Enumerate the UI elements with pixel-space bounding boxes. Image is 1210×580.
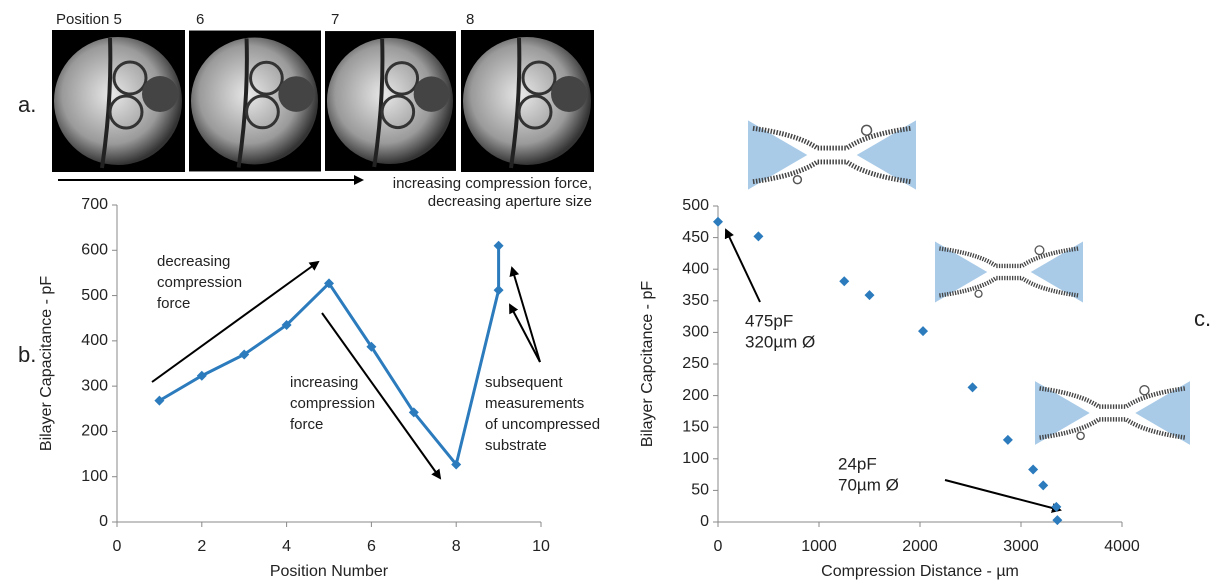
- y-tick-label: 700: [81, 196, 108, 213]
- data-point: [366, 341, 377, 352]
- photo-label: 6: [196, 11, 204, 28]
- data-point: [1051, 501, 1062, 512]
- photo: [52, 30, 185, 172]
- caption: decreasing aperture size: [428, 193, 592, 210]
- data-point: [753, 231, 764, 242]
- arrow: [321, 312, 442, 480]
- y-tick-label: 400: [81, 332, 108, 349]
- arrow: [944, 479, 1062, 513]
- y-tick-label: 100: [682, 450, 709, 467]
- y-tick-label: 500: [682, 197, 709, 214]
- annotation: 70µm Ø: [838, 475, 899, 494]
- y-tick-label: 100: [81, 468, 108, 485]
- y-tick-label: 250: [682, 355, 709, 372]
- data-point: [239, 349, 250, 360]
- x-tick-label: 1000: [801, 538, 837, 555]
- data-point: [713, 216, 723, 227]
- annotation: decreasing: [157, 253, 230, 270]
- x-axis-label: Position Number: [270, 563, 389, 580]
- panel-label: b.: [18, 342, 36, 367]
- data-point: [1002, 434, 1013, 445]
- data-point: [1052, 515, 1063, 526]
- y-tick-label: 400: [682, 260, 709, 277]
- data-point: [451, 459, 462, 470]
- y-tick-label: 50: [691, 482, 709, 499]
- x-tick-label: 0: [113, 538, 122, 555]
- x-tick-label: 3000: [1003, 538, 1039, 555]
- arrow: [151, 260, 320, 383]
- annotation: compression: [290, 395, 375, 412]
- photo-label: 8: [466, 11, 474, 28]
- x-tick-label: 8: [452, 538, 461, 555]
- y-tick-label: 450: [682, 229, 709, 246]
- annotation: of uncompressed: [485, 416, 600, 433]
- x-tick-label: 10: [532, 538, 550, 555]
- data-point: [1028, 464, 1039, 475]
- annotation: subsequent: [485, 374, 563, 391]
- data-point: [864, 290, 875, 301]
- data-point: [1038, 480, 1049, 491]
- photo: [325, 30, 456, 172]
- data-point: [281, 320, 292, 331]
- annotation: force: [157, 295, 190, 312]
- membrane-diagram: [1035, 381, 1190, 445]
- y-tick-label: 200: [81, 423, 108, 440]
- y-tick-label: 200: [682, 387, 709, 404]
- y-tick-label: 0: [700, 513, 709, 530]
- annotation: 475pF: [745, 311, 793, 330]
- membrane-diagram: [748, 120, 916, 189]
- annotation: substrate: [485, 437, 547, 454]
- membrane-diagram: [935, 242, 1083, 303]
- annotation: increasing: [290, 374, 358, 391]
- data-line: [158, 245, 501, 468]
- x-tick-label: 6: [367, 538, 376, 555]
- data-point: [493, 240, 504, 251]
- annotation: force: [290, 416, 323, 433]
- x-tick-label: 4: [282, 538, 291, 555]
- y-tick-label: 350: [682, 292, 709, 309]
- data-point: [839, 276, 850, 287]
- annotation: measurements: [485, 395, 584, 412]
- x-axis-label: Compression Distance - µm: [821, 563, 1019, 580]
- annotation: 320µm Ø: [745, 332, 815, 351]
- photo-label: Position 5: [56, 11, 122, 28]
- arrow: [509, 303, 541, 363]
- x-tick-label: 2: [197, 538, 206, 555]
- y-tick-label: 0: [99, 513, 108, 530]
- x-tick-label: 4000: [1104, 538, 1140, 555]
- y-axis-label: Bilayer Capacitance - pF: [38, 276, 55, 451]
- data-point: [967, 382, 978, 393]
- data-point: [408, 407, 419, 418]
- photo: [189, 30, 321, 172]
- data-point: [493, 285, 504, 296]
- annotation: 24pF: [838, 454, 877, 473]
- caption: increasing compression force,: [393, 175, 592, 192]
- annotation: compression: [157, 274, 242, 291]
- panel-label: c.: [1194, 306, 1210, 331]
- y-tick-label: 500: [81, 287, 108, 304]
- arrow: [724, 228, 761, 303]
- y-axis-label: Bilayer Capcitance - pF: [639, 281, 656, 448]
- y-tick-label: 300: [81, 377, 108, 394]
- data-point: [196, 370, 207, 381]
- photo-label: 7: [331, 11, 339, 28]
- y-tick-label: 600: [81, 242, 108, 259]
- arrow: [509, 266, 541, 363]
- data-point: [324, 278, 334, 289]
- data-point: [918, 326, 929, 337]
- x-tick-label: 0: [714, 538, 723, 555]
- photo: [461, 30, 594, 172]
- y-tick-label: 300: [682, 324, 709, 341]
- data-point: [154, 395, 165, 406]
- y-tick-label: 150: [682, 418, 709, 435]
- panel-label: a.: [18, 92, 36, 117]
- x-tick-label: 2000: [902, 538, 938, 555]
